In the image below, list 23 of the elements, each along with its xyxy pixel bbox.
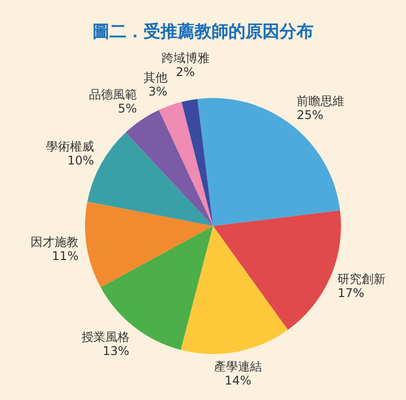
slice-label: 其他 xyxy=(143,70,168,85)
pie-slice xyxy=(180,226,288,354)
data-label: 10% xyxy=(67,153,94,168)
data-label: 25% xyxy=(296,108,324,122)
pie-slice xyxy=(85,202,213,288)
chart-title: 圖二．受推薦教師的原因分布 xyxy=(92,21,314,43)
slice-label: 跨域博雅 xyxy=(161,50,210,65)
pie-slice xyxy=(158,102,213,226)
data-label: 14% xyxy=(224,373,252,388)
slice-label: 產學連結 xyxy=(214,359,262,374)
slice-label: 品德風範 xyxy=(88,88,137,102)
data-label: 3% xyxy=(148,84,168,99)
data-label: 5% xyxy=(118,102,137,116)
slice-label: 因才施教 xyxy=(30,234,79,249)
data-label: 11% xyxy=(52,248,79,263)
pie-slice xyxy=(182,98,213,226)
slice-label: 授業風格 xyxy=(81,330,130,344)
slice-label: 研究創新 xyxy=(338,272,386,286)
slice-label: 學術權威 xyxy=(46,139,94,154)
data-label: 13% xyxy=(102,344,130,358)
data-label: 17% xyxy=(338,286,364,300)
data-label: 2% xyxy=(176,64,195,79)
slice-label: 前瞻思維 xyxy=(296,94,345,108)
